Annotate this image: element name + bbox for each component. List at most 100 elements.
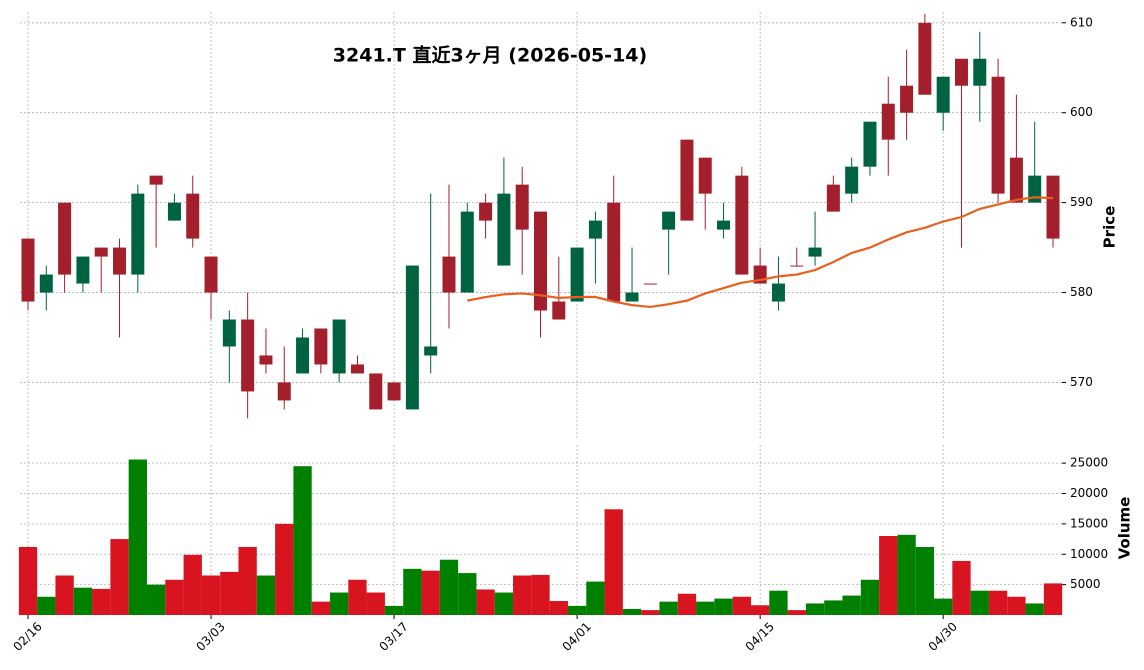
volume-bar [165,579,184,615]
volume-bar [18,546,38,615]
y-tick-label: 570 [1070,375,1093,389]
candle-body [332,319,346,374]
candle-body [113,247,127,275]
candle-body [369,373,383,410]
candle-body [58,202,72,275]
volume-bar [1025,603,1044,615]
candle-body [241,319,255,392]
volume-bar [860,579,880,615]
candle-body [973,58,987,86]
candle-body [735,175,749,275]
volume-bar [604,509,623,615]
volume-bar [494,592,514,615]
y-tick-label: 15000 [1070,516,1108,530]
candle-body [954,58,968,86]
volume-bar [879,536,898,615]
volume-bar [330,592,349,615]
candle-body [259,355,273,365]
candle-body [497,193,511,266]
candle-body [350,364,364,374]
candle-body [552,301,566,320]
volume-bar [659,601,678,615]
volume-bar [183,554,202,615]
candle-body [94,247,108,257]
volume-bar [146,584,166,615]
volume-bar [403,568,422,615]
volume-bar [897,534,916,615]
candle-body [991,76,1005,194]
volume-bar [421,570,440,615]
candle-body [808,247,822,257]
candle-body [131,193,145,275]
volume-bar [55,575,74,615]
moving-average-line [467,196,1054,309]
volume-bar [238,546,257,615]
candle-body [277,382,291,401]
volume-bar [549,601,568,615]
volume-bar [915,546,935,615]
candle-body [167,202,181,221]
volume-bar [311,601,331,615]
candle-body [771,283,785,302]
candle-body [479,202,493,221]
candle-body [881,103,895,140]
y-tick-label: 610 [1070,15,1093,29]
candle-body [863,121,877,167]
candle-body [296,337,310,374]
candle-body [442,256,456,293]
volume-bar [952,560,971,615]
candle-body [625,292,639,302]
candle-body [826,184,840,212]
volume-bar [586,581,605,615]
volume-bar [201,575,221,615]
candle-body [607,202,621,302]
candle-body [918,22,932,95]
volume-bar [714,598,733,615]
volume-bar [805,603,825,615]
candle-body [845,166,859,194]
y-tick-label: 580 [1070,285,1093,299]
volume-bar [293,466,312,615]
volume-bar [567,605,587,615]
volume-bar [531,574,550,615]
volume-bar [641,610,660,615]
candle-body [460,211,474,293]
candle-body [900,85,914,113]
candle-body [387,382,401,401]
volume-bar [256,575,276,615]
volume-bar [769,590,788,615]
candle-body [534,211,547,311]
candle-body [680,139,694,221]
candle-body [222,319,236,347]
volume-axis-label: Volume [1116,497,1134,560]
candle-body [588,220,602,239]
candle-body [1009,157,1023,203]
volume-bar [220,571,239,615]
volume-bar [787,610,806,615]
candle-body [698,157,712,194]
volume-bar [934,598,953,615]
volume-bar [1043,583,1063,615]
volume-bar [824,600,843,615]
volume-bar [384,605,404,615]
volume-bar [73,587,93,615]
volume-bar [92,588,111,615]
y-tick-label: 25000 [1070,456,1108,470]
volume-bar [439,559,459,615]
volume-bar [513,575,532,615]
y-tick-label: 590 [1070,195,1093,209]
candle-body [662,211,676,230]
candle-body [1028,175,1042,203]
candle-body [717,220,731,230]
candle-body [314,328,328,365]
volume-bar [366,592,385,615]
candle-body [39,274,53,293]
y-tick-label: 600 [1070,105,1093,119]
volume-bar [476,589,495,615]
volume-bar [275,523,294,615]
volume-bar [732,596,751,615]
candle-body [204,256,218,293]
volume-bar [622,608,642,615]
